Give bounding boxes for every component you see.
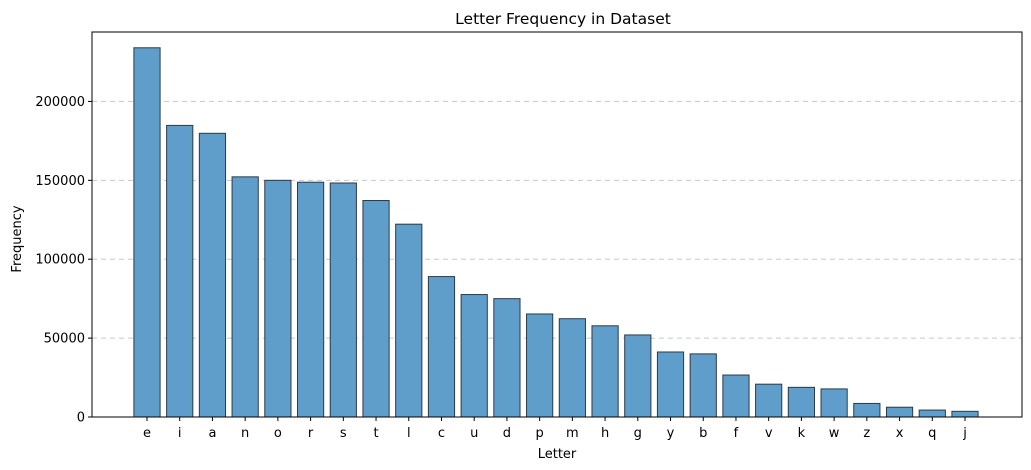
x-tick-label: i <box>178 426 182 441</box>
x-tick-label: h <box>601 426 609 441</box>
y-tick-label: 100000 <box>35 253 85 268</box>
chart-title: Letter Frequency in Dataset <box>455 10 671 28</box>
x-tick-label: t <box>373 426 378 441</box>
bar-k <box>787 386 815 418</box>
x-tick-label: k <box>798 426 806 441</box>
bar-t <box>362 200 390 418</box>
x-tick-label: q <box>928 426 936 441</box>
bar-w <box>820 388 848 418</box>
x-tick-label: l <box>407 426 411 441</box>
x-tick-label: r <box>308 426 314 441</box>
bar-z <box>853 402 881 418</box>
bar-e <box>133 47 161 418</box>
y-axis-title: Frequency <box>10 205 25 272</box>
x-tick-label: v <box>765 426 773 441</box>
x-tick-label: z <box>863 426 870 441</box>
bar-p <box>526 313 554 418</box>
x-tick-label: s <box>340 426 347 441</box>
x-tick-label: w <box>829 426 840 441</box>
bar-n <box>231 176 259 418</box>
bars <box>133 47 979 418</box>
x-tick-label: d <box>503 426 511 441</box>
bar-v <box>755 383 783 418</box>
x-tick-label: x <box>896 426 904 441</box>
bar-h <box>591 325 619 418</box>
bar-r <box>297 181 325 418</box>
x-axis-title: Letter <box>538 447 577 462</box>
bar-a <box>198 132 227 418</box>
gridlines <box>92 100 1022 339</box>
x-tick-label: u <box>470 426 478 441</box>
bar-d <box>493 298 521 418</box>
bar-i <box>166 124 194 418</box>
bar-l <box>395 223 423 418</box>
x-tick-label: p <box>536 426 544 441</box>
x-tick-label: o <box>274 426 282 441</box>
bar-s <box>329 182 357 418</box>
bar-j <box>951 410 979 418</box>
x-tick-label: y <box>667 426 675 441</box>
bar-c <box>427 276 456 418</box>
y-tick-label: 150000 <box>35 174 85 189</box>
y-tick-label: 0 <box>77 411 85 426</box>
x-tick-label: f <box>734 426 739 441</box>
y-tick-label: 200000 <box>35 95 85 110</box>
bar-b <box>689 353 717 418</box>
bar-m <box>558 318 586 418</box>
x-tick-label: j <box>962 426 967 441</box>
bar-o <box>264 179 292 418</box>
bar-q <box>918 409 946 418</box>
bar-f <box>722 374 750 418</box>
bar-y <box>656 351 685 418</box>
x-tick-label: n <box>241 426 249 441</box>
bar-g <box>624 334 652 418</box>
y-tick-label: 50000 <box>44 332 85 347</box>
y-axis-ticks: 0 50000 100000 150000 200000 <box>35 95 92 426</box>
x-tick-label: a <box>208 426 216 441</box>
x-tick-label: b <box>699 426 707 441</box>
plot-frame <box>91 31 1023 418</box>
bar-u <box>460 294 488 418</box>
x-tick-label: g <box>634 426 642 441</box>
x-tick-label: c <box>438 426 445 441</box>
x-tick-label: e <box>143 426 151 441</box>
x-tick-label: m <box>566 426 579 441</box>
bar-x <box>885 406 914 418</box>
